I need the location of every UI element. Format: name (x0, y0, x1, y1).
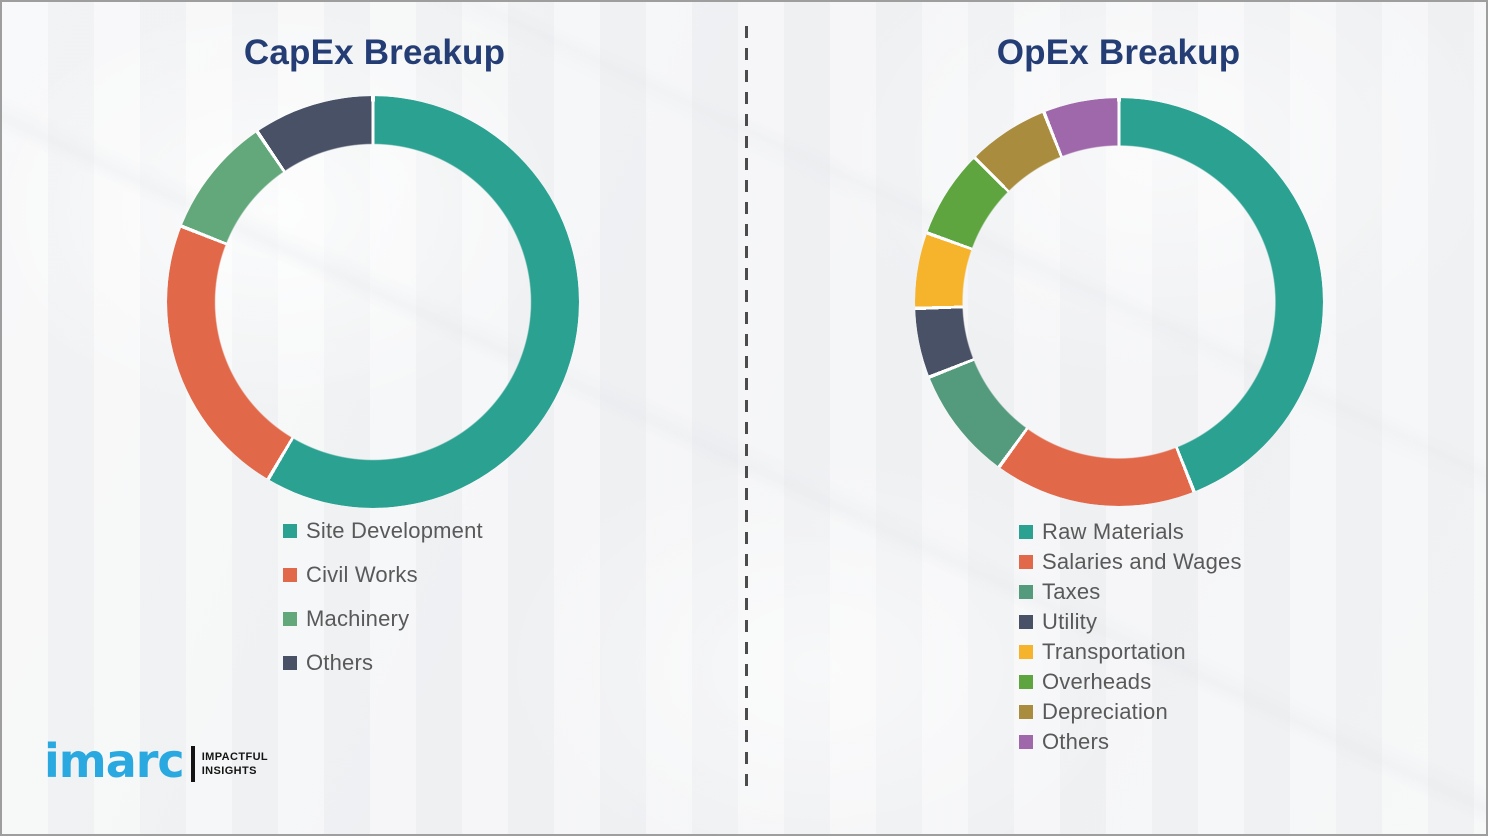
legend-label: Taxes (1042, 579, 1101, 604)
legend-item-machinery: Machinery (283, 597, 483, 641)
opex-title: OpEx Breakup (996, 33, 1241, 72)
legend-label: Civil Works (306, 562, 418, 587)
legend-item-depreciation: Depreciation (1019, 697, 1242, 727)
legend-item-site-development: Site Development (283, 509, 483, 553)
legend-label: Others (306, 650, 374, 675)
legend-item-salaries-and-wages: Salaries and Wages (1019, 547, 1242, 577)
logo-tagline-line1: IMPACTFUL (201, 750, 269, 763)
capex-legend: Site Development Civil Works Machinery O… (283, 509, 483, 685)
logo-tagline-line2: INSIGHTS (201, 765, 257, 777)
legend-swatch (1019, 585, 1033, 599)
imarc-wordmark: imarc (44, 734, 185, 788)
legend-swatch (1019, 525, 1033, 539)
legend-label: Overheads (1042, 669, 1152, 694)
capex-title: CapEx Breakup (243, 33, 506, 72)
legend-swatch (1019, 615, 1033, 629)
capex-donut-chart (167, 96, 579, 508)
imarc-logo: imarc IMPACTFUL INSIGHTS (44, 738, 268, 784)
logo-tagline: IMPACTFUL INSIGHTS (202, 750, 268, 779)
legend-label: Depreciation (1042, 699, 1168, 724)
legend-label: Machinery (306, 606, 410, 631)
legend-label: Raw Materials (1042, 519, 1184, 544)
legend-swatch (283, 568, 297, 582)
legend-item-others-capex: Others (283, 641, 483, 685)
legend-item-transportation: Transportation (1019, 637, 1242, 667)
legend-label: Site Development (306, 518, 483, 543)
legend-item-raw-materials: Raw Materials (1019, 517, 1242, 547)
legend-item-civil-works: Civil Works (283, 553, 483, 597)
legend-swatch (1019, 555, 1033, 569)
legend-item-taxes: Taxes (1019, 577, 1242, 607)
legend-item-others-opex: Others (1019, 727, 1242, 757)
legend-swatch (283, 612, 297, 626)
legend-swatch (283, 524, 297, 538)
legend-swatch (1019, 645, 1033, 659)
logo-divider-bar (190, 746, 195, 782)
legend-swatch (283, 656, 297, 670)
legend-label: Utility (1042, 609, 1098, 634)
legend-label: Others (1042, 729, 1110, 754)
opex-donut-chart (915, 98, 1323, 506)
legend-item-utility: Utility (1019, 607, 1242, 637)
dashed-divider-line (745, 26, 748, 794)
legend-label: Salaries and Wages (1042, 549, 1242, 574)
legend-swatch (1019, 705, 1033, 719)
legend-swatch (1019, 675, 1033, 689)
legend-label: Transportation (1042, 639, 1186, 664)
legend-swatch (1019, 735, 1033, 749)
legend-item-overheads: Overheads (1019, 667, 1242, 697)
opex-legend: Raw Materials Salaries and Wages Taxes U… (1019, 517, 1242, 757)
